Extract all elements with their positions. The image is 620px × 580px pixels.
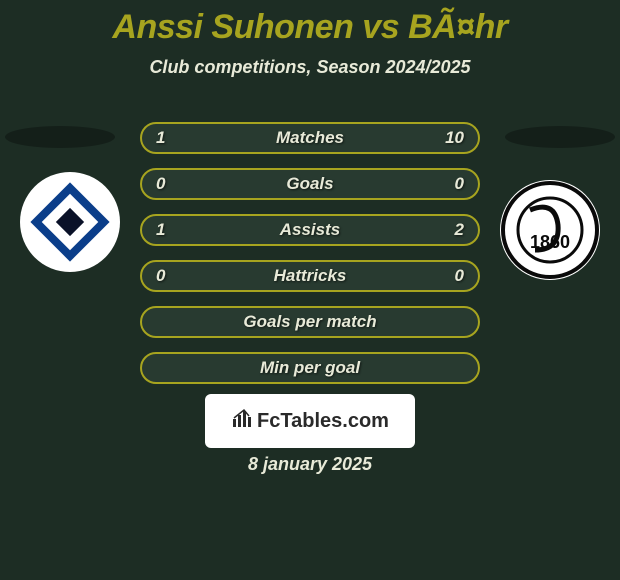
stat-row: 0Hattricks0: [140, 260, 480, 292]
date-label: 8 january 2025: [0, 454, 620, 475]
stat-label: Assists: [142, 220, 478, 240]
hsv-crest-icon: [20, 172, 120, 272]
stat-row: 1Matches10: [140, 122, 480, 154]
page-title: Anssi Suhonen vs BÃ¤hr: [0, 0, 620, 47]
stat-row: 0Goals0: [140, 168, 480, 200]
stat-row: Goals per match: [140, 306, 480, 338]
page-subtitle: Club competitions, Season 2024/2025: [0, 57, 620, 78]
comparison-card: Anssi Suhonen vs BÃ¤hr Club competitions…: [0, 0, 620, 580]
branding-text: FcTables.com: [257, 410, 389, 433]
stat-label: Goals: [142, 174, 478, 194]
stats-area: 1Matches10 0Goals0 1Assists2 0Hattricks0 Goa…: [140, 122, 480, 398]
svg-text:1860: 1860: [530, 232, 570, 252]
shadow-ellipse-right: [505, 126, 615, 148]
stat-row: Min per goal: [140, 352, 480, 384]
shadow-ellipse-left: [5, 126, 115, 148]
club-logo-right: 1860: [500, 180, 600, 280]
stat-label: Goals per match: [142, 312, 478, 332]
stat-label: Hattricks: [142, 266, 478, 286]
1860-crest-icon: 1860: [500, 180, 600, 280]
stat-label: Matches: [142, 128, 478, 148]
branding-badge: FcTables.com: [205, 394, 415, 448]
stat-row: 1Assists2: [140, 214, 480, 246]
club-logo-left: [20, 172, 120, 272]
stat-label: Min per goal: [142, 358, 478, 378]
chart-icon: [231, 407, 253, 435]
